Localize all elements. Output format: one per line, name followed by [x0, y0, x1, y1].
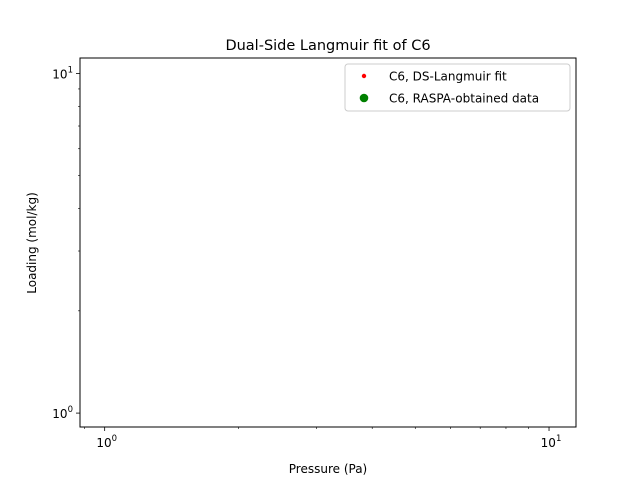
y-tick-label: 100 — [52, 405, 73, 421]
chart-title: Dual-Side Langmuir fit of C6 — [225, 38, 430, 54]
axes-frame — [79, 57, 577, 428]
y-axis-label: Loading (mol/kg) — [25, 192, 39, 294]
legend-label-fit: C6, DS-Langmuir fit — [389, 70, 507, 84]
legend-box — [344, 63, 571, 112]
y-tick-label: 101 — [52, 65, 73, 81]
legend-label-data: C6, RASPA-obtained data — [389, 92, 539, 106]
x-axis-label: Pressure (Pa) — [289, 462, 367, 476]
x-axis: 100 101 — [84, 427, 561, 450]
legend-marker-data — [359, 93, 369, 103]
x-tick-label: 100 — [96, 434, 117, 450]
x-tick-label: 101 — [541, 434, 562, 450]
legend-marker-fit — [361, 73, 367, 79]
legend: C6, DS-Langmuir fit C6, RASPA-obtained d… — [344, 63, 571, 112]
